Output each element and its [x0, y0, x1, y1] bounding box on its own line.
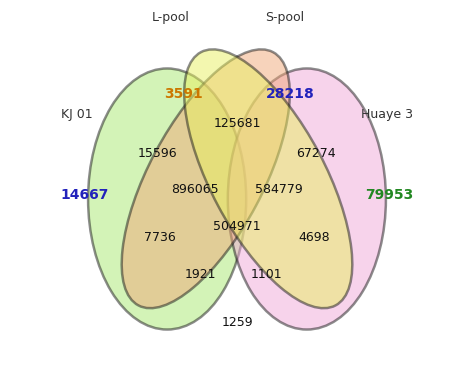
Text: 1921: 1921 — [184, 268, 216, 281]
Text: 15596: 15596 — [138, 147, 178, 160]
Ellipse shape — [184, 49, 352, 308]
Text: 67274: 67274 — [296, 147, 336, 160]
Text: 79953: 79953 — [365, 188, 414, 202]
Text: 4698: 4698 — [299, 231, 330, 244]
Ellipse shape — [228, 69, 386, 329]
Text: 14667: 14667 — [60, 188, 109, 202]
Ellipse shape — [88, 69, 246, 329]
Text: S-pool: S-pool — [265, 11, 304, 25]
Text: 584779: 584779 — [255, 183, 303, 196]
Text: L-pool: L-pool — [152, 11, 190, 25]
Ellipse shape — [122, 49, 290, 308]
Text: 504971: 504971 — [213, 220, 261, 233]
Text: 896065: 896065 — [171, 183, 219, 196]
Text: 3591: 3591 — [164, 87, 203, 101]
Text: 7736: 7736 — [144, 231, 176, 244]
Text: 1101: 1101 — [251, 268, 282, 281]
Text: KJ 01: KJ 01 — [61, 108, 92, 121]
Text: 28218: 28218 — [266, 87, 315, 101]
Text: 1259: 1259 — [221, 316, 253, 329]
Text: Huaye 3: Huaye 3 — [362, 108, 413, 121]
Text: 125681: 125681 — [213, 117, 261, 130]
